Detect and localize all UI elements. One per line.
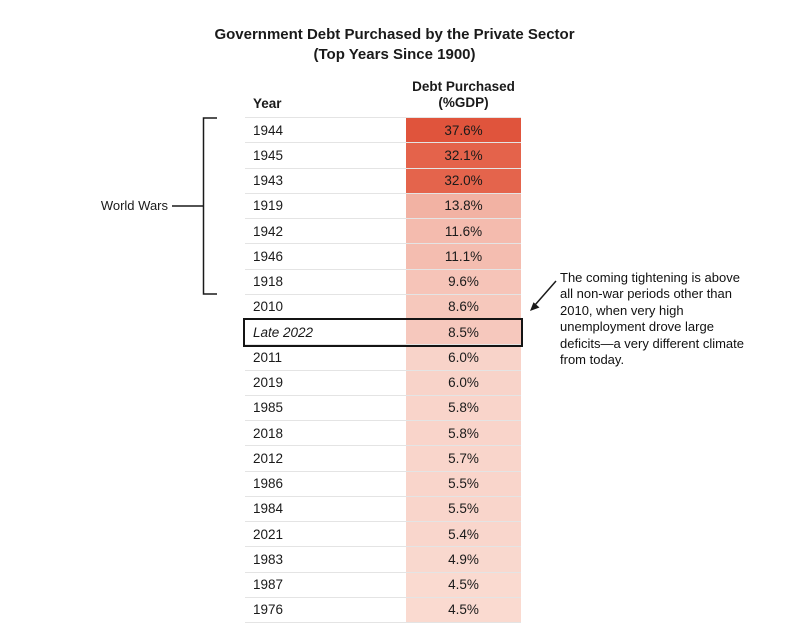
table-row: 1942 11.6% — [245, 219, 521, 245]
value-cell: 32.0% — [406, 168, 521, 193]
year-cell: 2012 — [245, 446, 406, 471]
table-row: 1944 37.6% — [245, 118, 521, 144]
value-cell: 6.0% — [406, 345, 521, 370]
table-header: Year Debt Purchased (%GDP) — [245, 76, 521, 116]
annotation-text: The coming tightening is above all non-w… — [560, 270, 744, 368]
value-cell: 5.5% — [406, 496, 521, 521]
chart-title-line1: Government Debt Purchased by the Private… — [214, 26, 575, 43]
table-row: 2021 5.4% — [245, 522, 521, 548]
year-cell: 2011 — [245, 345, 406, 370]
year-cell: 1918 — [245, 269, 406, 294]
table-row: 1946 11.1% — [245, 244, 521, 270]
table-row: Late 2022 8.5% — [245, 320, 521, 346]
year-cell: 1987 — [245, 572, 406, 597]
column-header-value-line2: (%GDP) — [438, 95, 489, 110]
value-cell: 13.8% — [406, 193, 521, 218]
year-cell: 1976 — [245, 597, 406, 622]
year-cell: 1919 — [245, 193, 406, 218]
table-row: 1986 5.5% — [245, 471, 521, 497]
value-cell: 8.5% — [406, 320, 521, 345]
table-row: 1985 5.8% — [245, 395, 521, 421]
year-cell: 1984 — [245, 496, 406, 521]
year-cell: 2010 — [245, 294, 406, 319]
value-cell: 5.4% — [406, 522, 521, 547]
year-cell: 1983 — [245, 547, 406, 572]
value-cell: 11.1% — [406, 244, 521, 269]
year-cell: 1942 — [245, 219, 406, 244]
year-cell: 2021 — [245, 522, 406, 547]
table-row: 2011 6.0% — [245, 345, 521, 371]
chart-title: Government Debt Purchased by the Private… — [0, 25, 789, 65]
table-row: 1943 32.0% — [245, 168, 521, 194]
table-rows: 1944 37.6% 1945 32.1% 1943 32.0% 1919 13.8% 1942… — [245, 117, 521, 623]
value-cell: 5.5% — [406, 471, 521, 496]
table-row: 1945 32.1% — [245, 143, 521, 169]
year-cell: 1945 — [245, 143, 406, 168]
year-cell: Late 2022 — [245, 320, 406, 345]
value-cell: 8.6% — [406, 294, 521, 319]
table-row: 2018 5.8% — [245, 421, 521, 447]
world-wars-label: World Wars — [100, 198, 168, 213]
year-cell: 2019 — [245, 370, 406, 395]
table-row: 1918 9.6% — [245, 269, 521, 295]
value-cell: 4.5% — [406, 572, 521, 597]
value-cell: 6.0% — [406, 370, 521, 395]
column-header-year: Year — [253, 96, 282, 111]
value-cell: 4.9% — [406, 547, 521, 572]
table-row: 1984 5.5% — [245, 496, 521, 522]
table-row: 1987 4.5% — [245, 572, 521, 598]
year-cell: 1985 — [245, 395, 406, 420]
value-cell: 32.1% — [406, 143, 521, 168]
column-header-value: Debt Purchased (%GDP) — [406, 79, 521, 116]
value-cell: 37.6% — [406, 118, 521, 143]
value-cell: 5.8% — [406, 421, 521, 446]
value-cell: 9.6% — [406, 269, 521, 294]
table-row: 1919 13.8% — [245, 193, 521, 219]
value-cell: 11.6% — [406, 219, 521, 244]
year-cell: 1986 — [245, 471, 406, 496]
value-cell: 4.5% — [406, 597, 521, 622]
value-cell: 5.7% — [406, 446, 521, 471]
table-row: 2010 8.6% — [245, 294, 521, 320]
chart-title-line2: (Top Years Since 1900) — [313, 46, 476, 63]
value-cell: 5.8% — [406, 395, 521, 420]
year-cell: 1944 — [245, 118, 406, 143]
column-header-value-line1: Debt Purchased — [412, 79, 515, 94]
year-cell: 1943 — [245, 168, 406, 193]
year-cell: 2018 — [245, 421, 406, 446]
table-row: 2019 6.0% — [245, 370, 521, 396]
table-row: 2012 5.7% — [245, 446, 521, 472]
table-row: 1983 4.9% — [245, 547, 521, 573]
year-cell: 1946 — [245, 244, 406, 269]
table-row: 1976 4.5% — [245, 597, 521, 623]
